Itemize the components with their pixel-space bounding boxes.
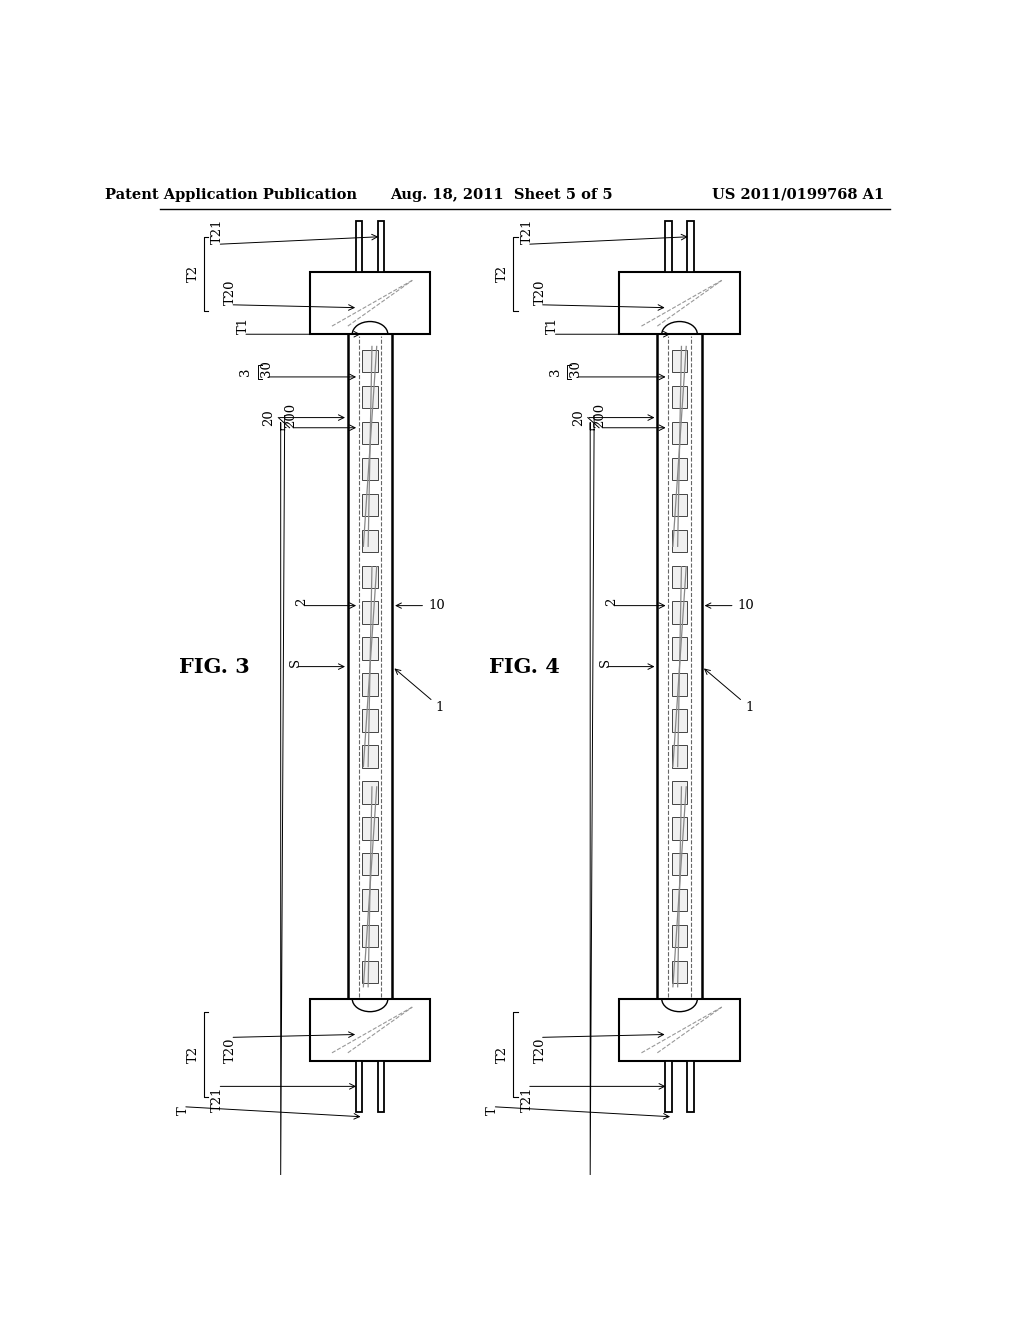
- Text: 1: 1: [395, 669, 444, 714]
- Text: Patent Application Publication: Patent Application Publication: [105, 187, 357, 202]
- Bar: [362, 709, 378, 731]
- Bar: [378, 222, 384, 272]
- Text: 3: 3: [240, 367, 252, 376]
- Text: S: S: [598, 657, 611, 667]
- Text: 20: 20: [262, 409, 275, 426]
- Text: T21: T21: [211, 1086, 224, 1111]
- Text: T2: T2: [497, 1045, 509, 1063]
- Text: 200: 200: [284, 403, 297, 428]
- Bar: [355, 222, 362, 272]
- Bar: [362, 565, 378, 587]
- Text: T20: T20: [224, 1038, 237, 1063]
- Bar: [362, 602, 378, 624]
- Text: US 2011/0199768 A1: US 2011/0199768 A1: [713, 187, 885, 202]
- Text: Aug. 18, 2011  Sheet 5 of 5: Aug. 18, 2011 Sheet 5 of 5: [390, 187, 612, 202]
- Bar: [672, 385, 687, 408]
- Bar: [362, 781, 378, 804]
- Text: 2: 2: [295, 597, 308, 606]
- Text: T20: T20: [534, 1038, 547, 1063]
- Text: T21: T21: [520, 1086, 534, 1111]
- Bar: [672, 422, 687, 444]
- Bar: [672, 494, 687, 516]
- Bar: [355, 1061, 362, 1111]
- Bar: [362, 853, 378, 875]
- Text: T1: T1: [546, 317, 559, 334]
- Bar: [672, 458, 687, 480]
- Text: 200: 200: [593, 403, 606, 428]
- Bar: [672, 746, 687, 768]
- Text: 10: 10: [706, 599, 755, 612]
- Text: FIG. 4: FIG. 4: [488, 656, 559, 677]
- Bar: [620, 272, 740, 334]
- Text: 3: 3: [549, 367, 562, 376]
- Bar: [687, 1061, 694, 1111]
- Bar: [672, 565, 687, 587]
- Bar: [672, 602, 687, 624]
- Bar: [672, 709, 687, 731]
- Bar: [362, 817, 378, 840]
- Text: T2: T2: [186, 1045, 200, 1063]
- Bar: [362, 385, 378, 408]
- Text: T1: T1: [237, 317, 250, 334]
- Bar: [672, 673, 687, 696]
- Bar: [672, 781, 687, 804]
- Text: 30: 30: [260, 360, 272, 378]
- Bar: [378, 1061, 384, 1111]
- Text: 20: 20: [571, 409, 585, 426]
- Text: T: T: [176, 1106, 189, 1115]
- Text: T2: T2: [497, 265, 509, 282]
- Bar: [362, 458, 378, 480]
- Bar: [362, 494, 378, 516]
- Bar: [672, 925, 687, 948]
- Bar: [672, 961, 687, 983]
- Text: T20: T20: [224, 280, 237, 305]
- Bar: [666, 1061, 672, 1111]
- Bar: [672, 529, 687, 552]
- Bar: [362, 746, 378, 768]
- Text: 1: 1: [705, 669, 754, 714]
- Bar: [362, 638, 378, 660]
- Bar: [620, 999, 740, 1061]
- Bar: [362, 961, 378, 983]
- Bar: [362, 925, 378, 948]
- Bar: [362, 350, 378, 372]
- Text: T21: T21: [520, 219, 534, 244]
- Text: 10: 10: [396, 599, 444, 612]
- Bar: [362, 529, 378, 552]
- Text: 30: 30: [569, 360, 582, 378]
- Text: T2: T2: [186, 265, 200, 282]
- Bar: [362, 673, 378, 696]
- Bar: [672, 890, 687, 911]
- Text: S: S: [289, 657, 302, 667]
- Bar: [309, 999, 430, 1061]
- Text: T20: T20: [534, 280, 547, 305]
- Text: FIG. 3: FIG. 3: [179, 656, 250, 677]
- Text: 2: 2: [605, 597, 617, 606]
- Text: T21: T21: [211, 219, 224, 244]
- Bar: [362, 422, 378, 444]
- Bar: [672, 638, 687, 660]
- Bar: [687, 222, 694, 272]
- Bar: [672, 350, 687, 372]
- Text: T: T: [486, 1106, 499, 1115]
- Bar: [309, 272, 430, 334]
- Bar: [672, 817, 687, 840]
- Bar: [672, 853, 687, 875]
- Bar: [666, 222, 672, 272]
- Bar: [362, 890, 378, 911]
